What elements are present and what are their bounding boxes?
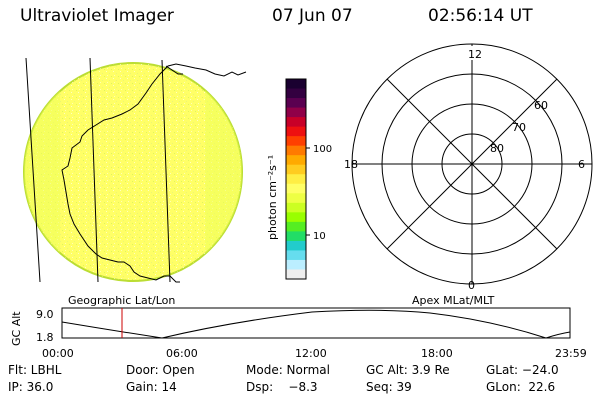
mlat-80-label: 80	[490, 142, 504, 155]
info-filter: Flt: LBHL	[8, 363, 62, 377]
colorbar	[286, 79, 306, 280]
altitude-ytick-top: 9.0	[36, 308, 54, 321]
colorbar-segment	[286, 202, 306, 213]
time-label: 02:56:14 UT	[428, 6, 533, 26]
date-label: 07 Jun 07	[272, 6, 353, 26]
info-door: Door: Open	[126, 363, 195, 377]
colorbar-unit-label: photon cm⁻²s⁻¹	[266, 155, 279, 240]
mlt-0-label: 0	[468, 279, 475, 292]
altitude-ylabel: GC Alt	[10, 311, 23, 346]
uv-image-disk	[23, 62, 243, 282]
xtick-2359: 23:59	[555, 347, 587, 360]
colorbar-label-10: 10	[313, 231, 326, 242]
mlat-70-label: 70	[512, 121, 526, 134]
colorbar-segment	[286, 259, 306, 271]
colorbar-segment	[286, 212, 306, 223]
info-glon: GLon: 22.6	[486, 380, 556, 394]
colorbar-segment	[286, 145, 306, 156]
colorbar-frame	[285, 78, 307, 280]
xtick-1200: 12:00	[295, 347, 327, 360]
mlt-6-label: 6	[578, 158, 585, 171]
colorbar-segment	[286, 240, 306, 252]
colorbar-segment	[286, 174, 306, 185]
coastline	[61, 63, 247, 283]
meridian-lines	[25, 57, 171, 283]
colorbar-segment	[286, 98, 306, 109]
colorbar-segment	[286, 164, 306, 175]
altitude-ytick-bottom: 1.8	[36, 331, 54, 344]
mlat-60-label: 60	[534, 99, 548, 112]
info-dsp: Dsp: −8.3	[246, 380, 318, 394]
colorbar-segment	[286, 155, 306, 166]
colorbar-segment	[286, 250, 306, 261]
colorbar-segment	[286, 193, 306, 204]
info-ip: IP: 36.0	[8, 380, 54, 394]
polar-grid	[351, 43, 593, 285]
colorbar-segment	[286, 79, 306, 90]
info-gc-alt: GC Alt: 3.9 Re	[366, 363, 450, 377]
mlt-12-bg	[466, 46, 488, 60]
colorbar-segment	[286, 269, 306, 280]
mlt-12-label: 12	[468, 48, 482, 61]
instrument-title: Ultraviolet Imager	[20, 6, 174, 26]
xtick-0000: 00:00	[42, 347, 74, 360]
left-panel-label: Geographic Lat/Lon	[68, 294, 175, 307]
altitude-plot-frame	[61, 307, 571, 339]
mlt-18-label: 18	[344, 158, 358, 171]
colorbar-segment	[286, 231, 306, 242]
colorbar-segment	[286, 88, 306, 99]
info-gain: Gain: 14	[126, 380, 177, 394]
coastline-fragment	[165, 65, 183, 75]
colorbar-segment	[286, 221, 306, 232]
info-glat: GLat: −24.0	[486, 363, 559, 377]
altitude-curve	[61, 309, 571, 339]
right-panel-label: Apex MLat/MLT	[412, 294, 495, 307]
colorbar-segment	[286, 126, 306, 137]
info-mode: Mode: Normal	[246, 363, 330, 377]
colorbar-segment	[286, 136, 306, 147]
xtick-0600: 06:00	[166, 347, 198, 360]
xtick-1800: 18:00	[421, 347, 453, 360]
colorbar-segment	[286, 183, 306, 194]
colorbar-label-100: 100	[313, 144, 332, 155]
info-seq: Seq: 39	[366, 380, 412, 394]
colorbar-segment	[286, 117, 306, 128]
colorbar-segment	[286, 107, 306, 118]
